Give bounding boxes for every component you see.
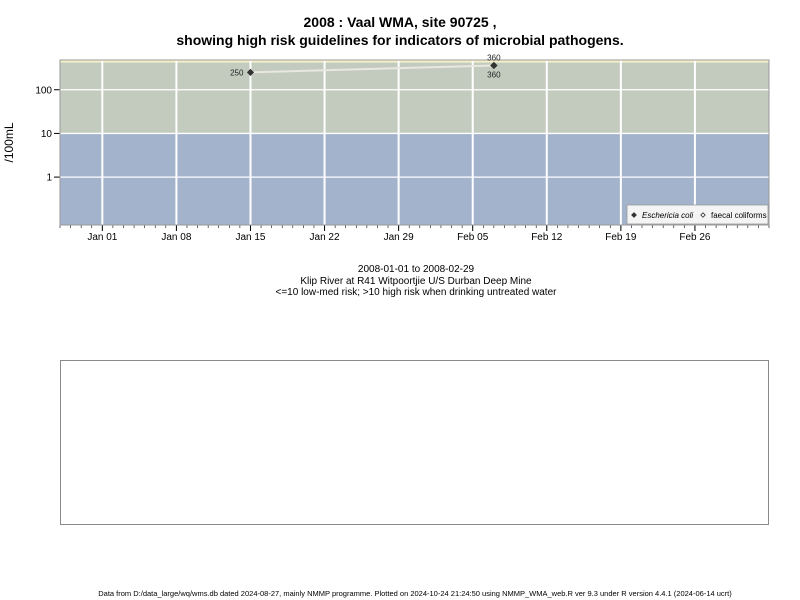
faecal-point-label-0: 360	[487, 53, 501, 62]
legend-box	[626, 204, 769, 225]
ecoli-point-label-1: 360	[487, 70, 501, 79]
risk-band-1	[60, 62, 769, 134]
legend-faecal-marker	[700, 212, 706, 218]
legend-ecoli-marker	[631, 212, 637, 218]
plot-border	[59, 59, 770, 226]
trend-line	[250, 64, 494, 74]
footer-note: Data from D:/data_large/wq/wms.db dated …	[98, 589, 732, 598]
x-tick-label-7: Feb 19	[605, 232, 637, 243]
ecoli-point-0	[246, 68, 255, 76]
empty-plot-panel	[60, 360, 769, 525]
date-range-caption: 2008-01-01 to 2008-02-29	[357, 264, 475, 275]
y-tick-label-2: 100	[35, 85, 52, 96]
x-tick-label-0: Jan 01	[87, 232, 117, 243]
chart-svg: Jan 01 Jan 08 Jan 15 Jan 22 Jan 29 Feb 05 Feb …	[2, 53, 770, 243]
legend-faecal-label: faecal coliforms	[711, 211, 767, 220]
y-axis-label: /100mL	[2, 122, 16, 162]
y-tick-label-1: 10	[41, 129, 53, 140]
ecoli-point-label-0: 250	[230, 68, 244, 77]
site-caption: Klip River at R41 Witpoortjie U/S Durban…	[300, 276, 532, 287]
legend-ecoli-label: Eschericia coli	[642, 211, 693, 220]
chart-title-line1: 2008 : Vaal WMA, site 90725 ,	[303, 14, 497, 30]
x-tick-label-5: Feb 05	[457, 232, 489, 243]
risk-caption: <=10 low-med risk; >10 high risk when dr…	[275, 287, 557, 298]
y-tick-label-0: 1	[46, 173, 52, 184]
faecal-point-0	[490, 61, 498, 70]
risk-band-2	[60, 60, 769, 63]
x-tick-label-4: Jan 29	[384, 232, 414, 243]
chart-title-line2: showing high risk guidelines for indicat…	[176, 32, 624, 48]
x-tick-label-6: Feb 12	[531, 232, 563, 243]
x-tick-label-2: Jan 15	[235, 232, 265, 243]
x-tick-label-3: Jan 22	[310, 232, 340, 243]
x-tick-label-1: Jan 08	[161, 232, 191, 243]
x-tick-label-8: Feb 26	[679, 232, 711, 243]
